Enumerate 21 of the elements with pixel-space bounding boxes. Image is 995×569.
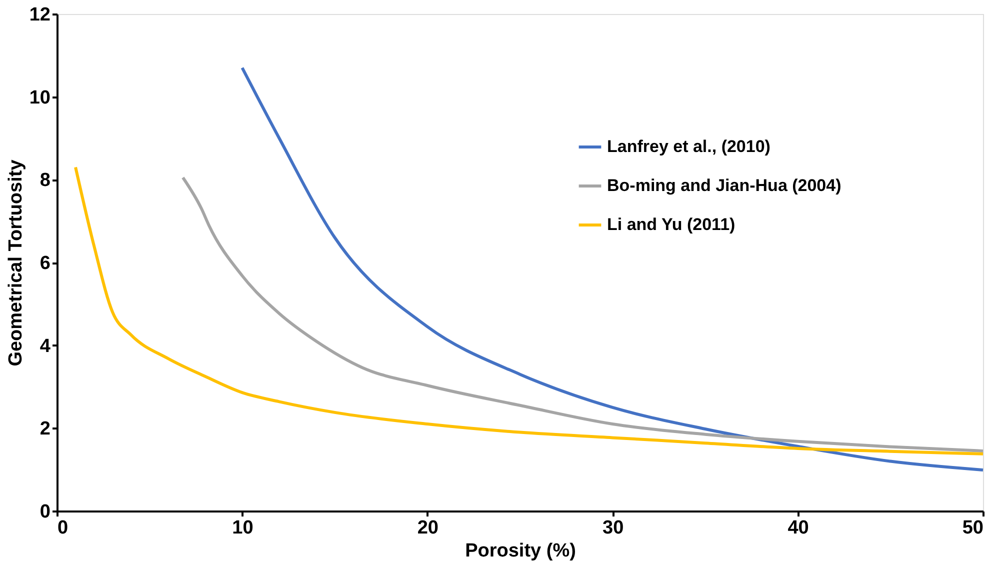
line-series (240, 66, 984, 472)
x-tick-label: 40 (788, 518, 809, 538)
x-tick-label: 20 (417, 518, 438, 538)
line-series (181, 176, 984, 452)
y-tick-label: 0 (40, 502, 50, 522)
legend-label: Li and Yu (2011) (607, 215, 736, 234)
x-tick-label: 10 (232, 518, 254, 538)
y-tick-label: 12 (29, 4, 50, 26)
legend-label: Lanfrey et al., (2010) (607, 137, 770, 156)
legend-label: Bo-ming and Jian-Hua (2004) (607, 176, 842, 195)
y-tick-label: 10 (29, 87, 50, 108)
x-tick-label: 0 (58, 518, 68, 538)
x-tick-label: 30 (602, 518, 624, 538)
x-axis-title: Porosity (%) (465, 540, 576, 562)
y-tick-label: 4 (40, 336, 51, 357)
y-tick-label: 8 (40, 170, 50, 192)
x-tick-label: 50 (962, 518, 984, 538)
y-axis-title: Geometrical Tortuosity (5, 159, 26, 366)
line-series (74, 166, 984, 456)
y-tick-label: 2 (40, 418, 50, 440)
y-tick-label: 6 (40, 253, 50, 274)
